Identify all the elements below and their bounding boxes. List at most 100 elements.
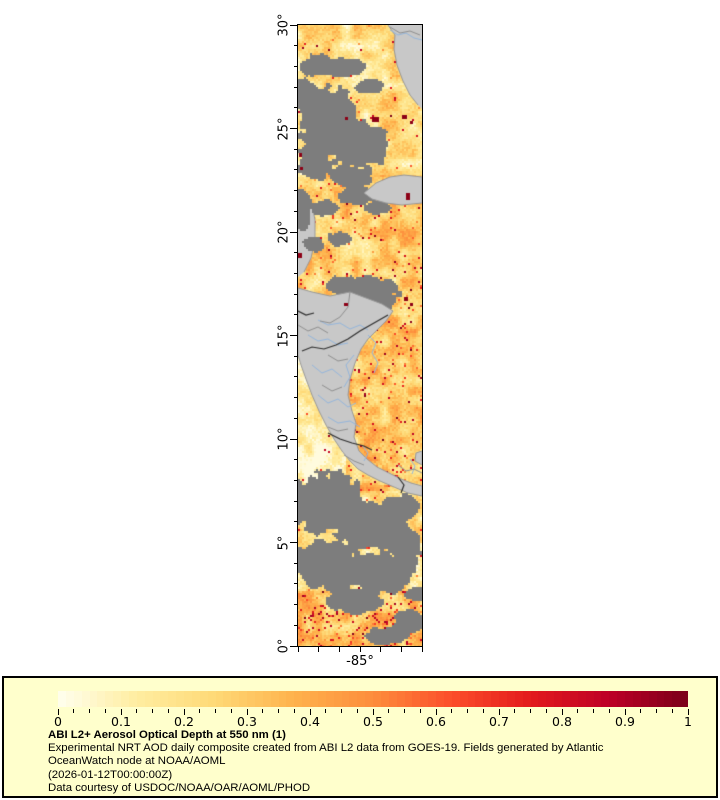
colorbar-minor-tick bbox=[199, 709, 201, 713]
colorbar-minor-tick bbox=[451, 709, 453, 713]
colorbar-block bbox=[247, 691, 255, 707]
colorbar-block bbox=[506, 691, 515, 707]
colorbar-minor-tick bbox=[593, 709, 594, 713]
colorbar-block bbox=[388, 691, 397, 707]
colorbar-minor-tick bbox=[167, 709, 169, 713]
y-axis-minor-tick bbox=[294, 272, 298, 274]
colorbar-minor-tick bbox=[278, 709, 279, 713]
colorbar-block bbox=[609, 691, 618, 707]
y-axis-major-tick bbox=[290, 438, 298, 440]
y-axis-tick-label: 5° bbox=[276, 535, 292, 550]
colorbar-major-tick bbox=[120, 709, 122, 715]
colorbar-block bbox=[270, 691, 279, 707]
colorbar-minor-tick bbox=[73, 709, 75, 713]
colorbar-block bbox=[585, 691, 594, 707]
colorbar-major-tick bbox=[687, 709, 689, 715]
colorbar-major-tick bbox=[561, 709, 563, 715]
colorbar-block bbox=[65, 691, 74, 707]
colorbar-major-tick bbox=[183, 709, 185, 715]
y-axis-minor-tick bbox=[294, 500, 298, 502]
colorbar-block bbox=[144, 691, 153, 707]
colorbar-tick-label: 0.8 bbox=[552, 714, 572, 729]
colorbar-tick-label: 0.7 bbox=[489, 714, 509, 729]
colorbar-block bbox=[546, 691, 555, 707]
y-axis-minor-tick bbox=[294, 190, 298, 192]
colorbar-block bbox=[569, 691, 578, 707]
y-axis-tick-label: 20° bbox=[276, 220, 292, 244]
y-axis-major-tick bbox=[290, 645, 298, 647]
colorbar-block bbox=[73, 691, 82, 707]
colorbar-block bbox=[302, 691, 310, 707]
y-axis-minor-tick bbox=[294, 148, 298, 150]
colorbar-block bbox=[136, 691, 145, 707]
colorbar-block bbox=[239, 691, 247, 707]
colorbar-block bbox=[436, 691, 444, 707]
y-axis-minor-tick bbox=[294, 459, 298, 461]
colorbar-tick-label: 0.6 bbox=[426, 714, 446, 729]
y-axis-minor-tick bbox=[294, 417, 298, 419]
y-axis-minor-tick bbox=[294, 210, 298, 212]
y-axis-minor-tick bbox=[294, 376, 298, 378]
x-axis-tick bbox=[380, 647, 382, 652]
colorbar-block bbox=[562, 691, 570, 707]
colorbar-minor-tick bbox=[325, 709, 327, 713]
colorbar-minor-tick bbox=[514, 709, 516, 713]
colorbar-block bbox=[499, 691, 507, 707]
colorbar-block bbox=[373, 691, 381, 707]
colorbar-block bbox=[254, 691, 263, 707]
colorbar-block bbox=[89, 691, 98, 707]
colorbar-tick-label: 0.2 bbox=[174, 714, 194, 729]
colorbar-block bbox=[404, 691, 413, 707]
colorbar-minor-tick bbox=[136, 709, 138, 713]
colorbar-minor-tick bbox=[482, 709, 484, 713]
colorbar-block bbox=[514, 691, 523, 707]
legend-credit: Data courtesy of USDOC/NOAA/OAR/AOML/PHO… bbox=[48, 781, 311, 794]
colorbar-block bbox=[113, 691, 121, 707]
y-axis-major-tick bbox=[290, 231, 298, 233]
colorbar-minor-tick bbox=[215, 709, 216, 713]
y-axis-major-tick bbox=[290, 542, 298, 543]
y-axis-tick-label: 0° bbox=[276, 638, 292, 654]
colorbar-minor-tick bbox=[577, 709, 579, 713]
colorbar-minor-tick bbox=[656, 709, 657, 713]
colorbar-block bbox=[333, 691, 342, 707]
colorbar-block bbox=[262, 691, 271, 707]
colorbar-tick-label: 0.9 bbox=[615, 714, 635, 729]
colorbar-block bbox=[412, 691, 421, 707]
colorbar-block bbox=[428, 691, 436, 707]
colorbar-block bbox=[81, 691, 90, 707]
y-axis-minor-tick bbox=[294, 521, 298, 523]
colorbar-block bbox=[420, 691, 429, 707]
colorbar-block bbox=[640, 691, 649, 707]
colorbar-block bbox=[656, 691, 665, 707]
colorbar-block bbox=[554, 691, 562, 707]
x-axis-tick bbox=[421, 647, 423, 652]
y-axis-minor-tick bbox=[294, 604, 298, 606]
colorbar-block bbox=[349, 691, 358, 707]
colorbar-major-tick bbox=[57, 709, 59, 715]
colorbar-block bbox=[184, 691, 192, 707]
colorbar-block bbox=[105, 691, 114, 707]
colorbar-tick-label: 0.4 bbox=[300, 714, 320, 729]
colorbar-minor-tick bbox=[608, 709, 610, 713]
y-axis-minor-tick bbox=[294, 293, 298, 295]
colorbar-block bbox=[538, 691, 547, 707]
colorbar-minor-tick bbox=[467, 709, 468, 713]
colorbar-minor-tick bbox=[341, 709, 342, 713]
colorbar-minor-tick bbox=[356, 709, 358, 713]
colorbar-block bbox=[491, 691, 499, 707]
legend-timestamp: (2026-01-12T00:00:00Z) bbox=[48, 768, 173, 781]
y-axis-minor-tick bbox=[294, 624, 298, 626]
y-axis-major-tick bbox=[290, 335, 298, 336]
colorbar-block bbox=[467, 691, 476, 707]
colorbar-block bbox=[294, 691, 303, 707]
colorbar-block bbox=[475, 691, 484, 707]
colorbar-block bbox=[664, 691, 673, 707]
colorbar-block bbox=[286, 691, 295, 707]
colorbar-minor-tick bbox=[152, 709, 153, 713]
x-axis-tick bbox=[338, 647, 340, 652]
aod-raster-map bbox=[298, 25, 422, 646]
y-axis-minor-tick bbox=[294, 252, 298, 254]
y-axis-minor-tick bbox=[294, 45, 298, 47]
